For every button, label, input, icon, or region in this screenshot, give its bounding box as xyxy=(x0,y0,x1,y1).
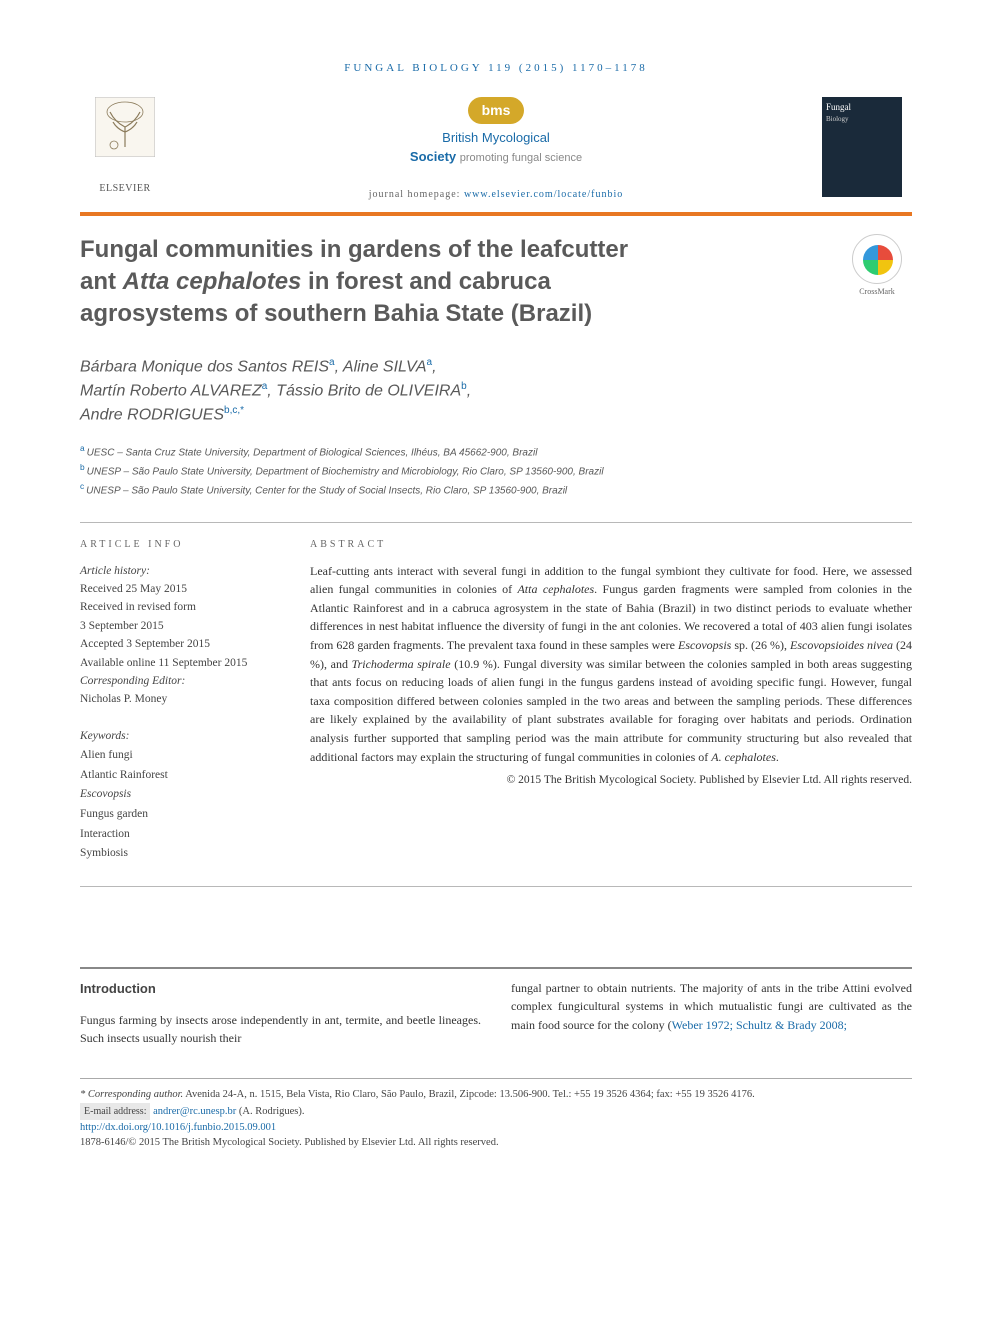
intro-columns: Introduction Fungus farming by insects a… xyxy=(80,979,912,1048)
title-rule xyxy=(80,212,912,216)
article-title: Fungal communities in gardens of the lea… xyxy=(80,234,842,331)
history-revised-2: 3 September 2015 xyxy=(80,617,280,635)
info-abstract-row: ARTICLE INFO Article history: Received 2… xyxy=(80,537,912,864)
history-received: Received 25 May 2015 xyxy=(80,580,280,598)
affiliation-a: UESC – Santa Cruz State University, Depa… xyxy=(87,447,538,458)
homepage-label: journal homepage: xyxy=(369,189,461,200)
abs-p3: sp. (26 %), xyxy=(731,638,790,652)
article-info-column: ARTICLE INFO Article history: Received 2… xyxy=(80,537,280,864)
keyword-4: Fungus garden xyxy=(80,805,280,825)
intro-left-text: Fungus farming by insects arose independ… xyxy=(80,1011,481,1048)
affiliations-block: aUESC – Santa Cruz State University, Dep… xyxy=(80,442,912,500)
abstract-text: Leaf-cutting ants interact with several … xyxy=(310,562,912,767)
affiliation-b: UNESP – São Paulo State University, Depa… xyxy=(87,466,604,477)
cover-thumbnail-icon: Fungal Biology xyxy=(822,97,902,197)
corresponding-label: * Corresponding author. xyxy=(80,1089,183,1100)
intro-left-col: Introduction Fungus farming by insects a… xyxy=(80,979,481,1048)
keyword-1: Alien fungi xyxy=(80,746,280,766)
title-line2-pre: ant xyxy=(80,268,123,295)
footnotes-block: * Corresponding author. Avenida 24-A, n.… xyxy=(80,1087,912,1151)
article-history: Article history: Received 25 May 2015 Re… xyxy=(80,562,280,709)
abstract-copyright: © 2015 The British Mycological Society. … xyxy=(310,772,912,789)
crossmark-widget[interactable]: CrossMark xyxy=(842,234,912,298)
elsevier-tree-icon xyxy=(90,97,160,177)
keyword-3: Escovopsis xyxy=(80,785,280,805)
abs-ital3: Escovopsioides nivea xyxy=(790,638,893,652)
history-accepted: Accepted 3 September 2015 xyxy=(80,635,280,653)
author-2: Aline SILVA xyxy=(343,358,427,375)
authors-block: Bárbara Monique dos Santos REISa, Aline … xyxy=(80,355,912,428)
keywords-block: Keywords: Alien fungi Atlantic Rainfores… xyxy=(80,727,280,864)
journal-header: ELSEVIER bms British Mycological Society… xyxy=(80,97,912,202)
footnote-rule xyxy=(80,1078,912,1079)
intro-citation[interactable]: Weber 1972; Schultz & Brady 2008; xyxy=(672,1018,847,1032)
abs-ital5: A. cephalotes xyxy=(711,750,776,764)
history-label: Article history: xyxy=(80,562,280,580)
abs-ital2: Escovopsis xyxy=(678,638,731,652)
abs-p5: (10.9 %). Fungal diversity was similar b… xyxy=(310,657,912,764)
keyword-2: Atlantic Rainforest xyxy=(80,766,280,786)
keywords-label: Keywords: xyxy=(80,727,280,747)
publisher-name: ELSEVIER xyxy=(80,181,170,196)
publisher-logo-block: ELSEVIER xyxy=(80,97,170,196)
section-divider-2 xyxy=(80,886,912,887)
author-1-aff: a xyxy=(329,357,335,368)
keyword-5: Interaction xyxy=(80,825,280,845)
editor-name: Nicholas P. Money xyxy=(80,690,280,708)
abs-ital4: Trichoderma spirale xyxy=(352,657,451,671)
affiliation-c: UNESP – São Paulo State University, Cent… xyxy=(86,486,567,497)
crossmark-label: CrossMark xyxy=(842,286,912,298)
society-name-line2: Society xyxy=(410,149,456,164)
keyword-6: Symbiosis xyxy=(80,844,280,864)
email-label: E-mail address: xyxy=(80,1103,150,1120)
doi-link[interactable]: http://dx.doi.org/10.1016/j.funbio.2015.… xyxy=(80,1122,276,1133)
history-revised-1: Received in revised form xyxy=(80,598,280,616)
homepage-link[interactable]: www.elsevier.com/locate/funbio xyxy=(464,189,623,200)
society-name: British Mycological Society promoting fu… xyxy=(190,128,802,167)
society-name-line1: British Mycological xyxy=(442,130,550,145)
journal-cover: Fungal Biology xyxy=(822,97,912,197)
issn-copyright: 1878-6146/© 2015 The British Mycological… xyxy=(80,1135,912,1151)
author-2-aff: a xyxy=(427,357,433,368)
title-line1: Fungal communities in gardens of the lea… xyxy=(80,236,628,263)
title-line3: agrosystems of southern Bahia State (Bra… xyxy=(80,300,592,327)
article-info-head: ARTICLE INFO xyxy=(80,537,280,552)
cover-title: Fungal xyxy=(826,101,898,115)
abs-ital1: Atta cephalotes xyxy=(517,582,594,596)
editor-label: Corresponding Editor: xyxy=(80,672,280,690)
author-3-aff: a xyxy=(262,381,268,392)
section-divider xyxy=(80,522,912,523)
intro-right-col: fungal partner to obtain nutrients. The … xyxy=(511,979,912,1048)
author-5: Andre RODRIGUES xyxy=(80,407,224,424)
intro-heading: Introduction xyxy=(80,979,481,999)
author-5-aff: b,c,* xyxy=(224,405,244,416)
journal-homepage: journal homepage: www.elsevier.com/locat… xyxy=(190,187,802,202)
bms-badge-icon: bms xyxy=(468,97,525,124)
running-head: FUNGAL BIOLOGY 119 (2015) 1170–1178 xyxy=(80,60,912,77)
email-link[interactable]: andrer@rc.unesp.br xyxy=(153,1106,236,1117)
society-tagline: promoting fungal science xyxy=(460,152,582,164)
cover-subtitle: Biology xyxy=(826,114,898,125)
crossmark-icon xyxy=(852,234,902,284)
title-species: Atta cephalotes xyxy=(123,268,302,295)
corresponding-text: Avenida 24-A, n. 1515, Bela Vista, Rio C… xyxy=(183,1089,755,1100)
history-online: Available online 11 September 2015 xyxy=(80,654,280,672)
intro-right-text: fungal partner to obtain nutrients. The … xyxy=(511,979,912,1035)
author-4: Tássio Brito de OLIVEIRA xyxy=(276,382,461,399)
author-3: Martín Roberto ALVAREZ xyxy=(80,382,262,399)
author-4-aff: b xyxy=(461,381,467,392)
abstract-head: ABSTRACT xyxy=(310,537,912,552)
author-1: Bárbara Monique dos Santos REIS xyxy=(80,358,329,375)
abs-p6: . xyxy=(776,750,779,764)
intro-rule xyxy=(80,967,912,969)
society-block: bms British Mycological Society promotin… xyxy=(170,97,822,202)
email-attribution: (A. Rodrigues). xyxy=(236,1106,304,1117)
title-line2-post: in forest and cabruca xyxy=(301,268,550,295)
abstract-column: ABSTRACT Leaf-cutting ants interact with… xyxy=(310,537,912,864)
